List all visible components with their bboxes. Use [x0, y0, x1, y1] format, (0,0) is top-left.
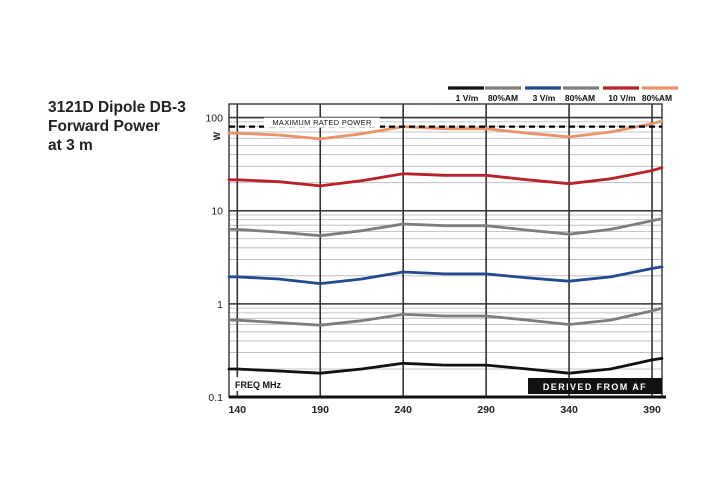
x-tick-label: 390	[643, 404, 661, 416]
x-tick-label: 290	[477, 404, 495, 416]
y-tick-label: 10	[211, 206, 223, 218]
y-axis-label: W	[212, 132, 222, 141]
series-line	[227, 217, 664, 238]
x-axis-label-bg	[232, 377, 290, 391]
series-line	[227, 306, 664, 327]
x-tick-label: 240	[394, 404, 412, 416]
y-tick-label: 100	[205, 113, 223, 125]
x-tick-label: 140	[229, 404, 247, 416]
max-rated-power-label-bg	[264, 117, 380, 128]
plot-area	[229, 104, 662, 397]
chart-title-line-3: at 3 m	[48, 137, 93, 154]
legend-label: 10 V/m	[608, 93, 636, 103]
legend-label: 1 V/m	[456, 93, 479, 103]
x-tick-label: 190	[311, 404, 329, 416]
legend-label: 80%AM	[565, 93, 595, 103]
series-line	[227, 356, 664, 375]
chart-title-line-2: Forward Power	[48, 118, 160, 135]
series-line	[227, 265, 664, 286]
legend-label: 80%AM	[642, 93, 672, 103]
chart-title-line-1: 3121D Dipole DB-3	[48, 99, 186, 116]
max-rated-power-label: MAXIMUM RATED POWER	[272, 118, 372, 127]
x-axis-label: FREQ MHz	[235, 380, 281, 390]
y-tick-label: 1	[217, 299, 223, 311]
derived-badge-text: DERIVED FROM AF	[543, 382, 647, 392]
chart-title: 3121D Dipole DB-3 Forward Power at 3 m	[48, 98, 186, 155]
series-line	[227, 166, 664, 188]
derived-badge-bg	[528, 378, 662, 394]
x-tick-label: 340	[560, 404, 578, 416]
legend-label: 3 V/m	[533, 93, 556, 103]
legend-label: 80%AM	[488, 93, 518, 103]
series-line	[227, 119, 664, 141]
y-tick-label: 0.1	[208, 392, 223, 404]
